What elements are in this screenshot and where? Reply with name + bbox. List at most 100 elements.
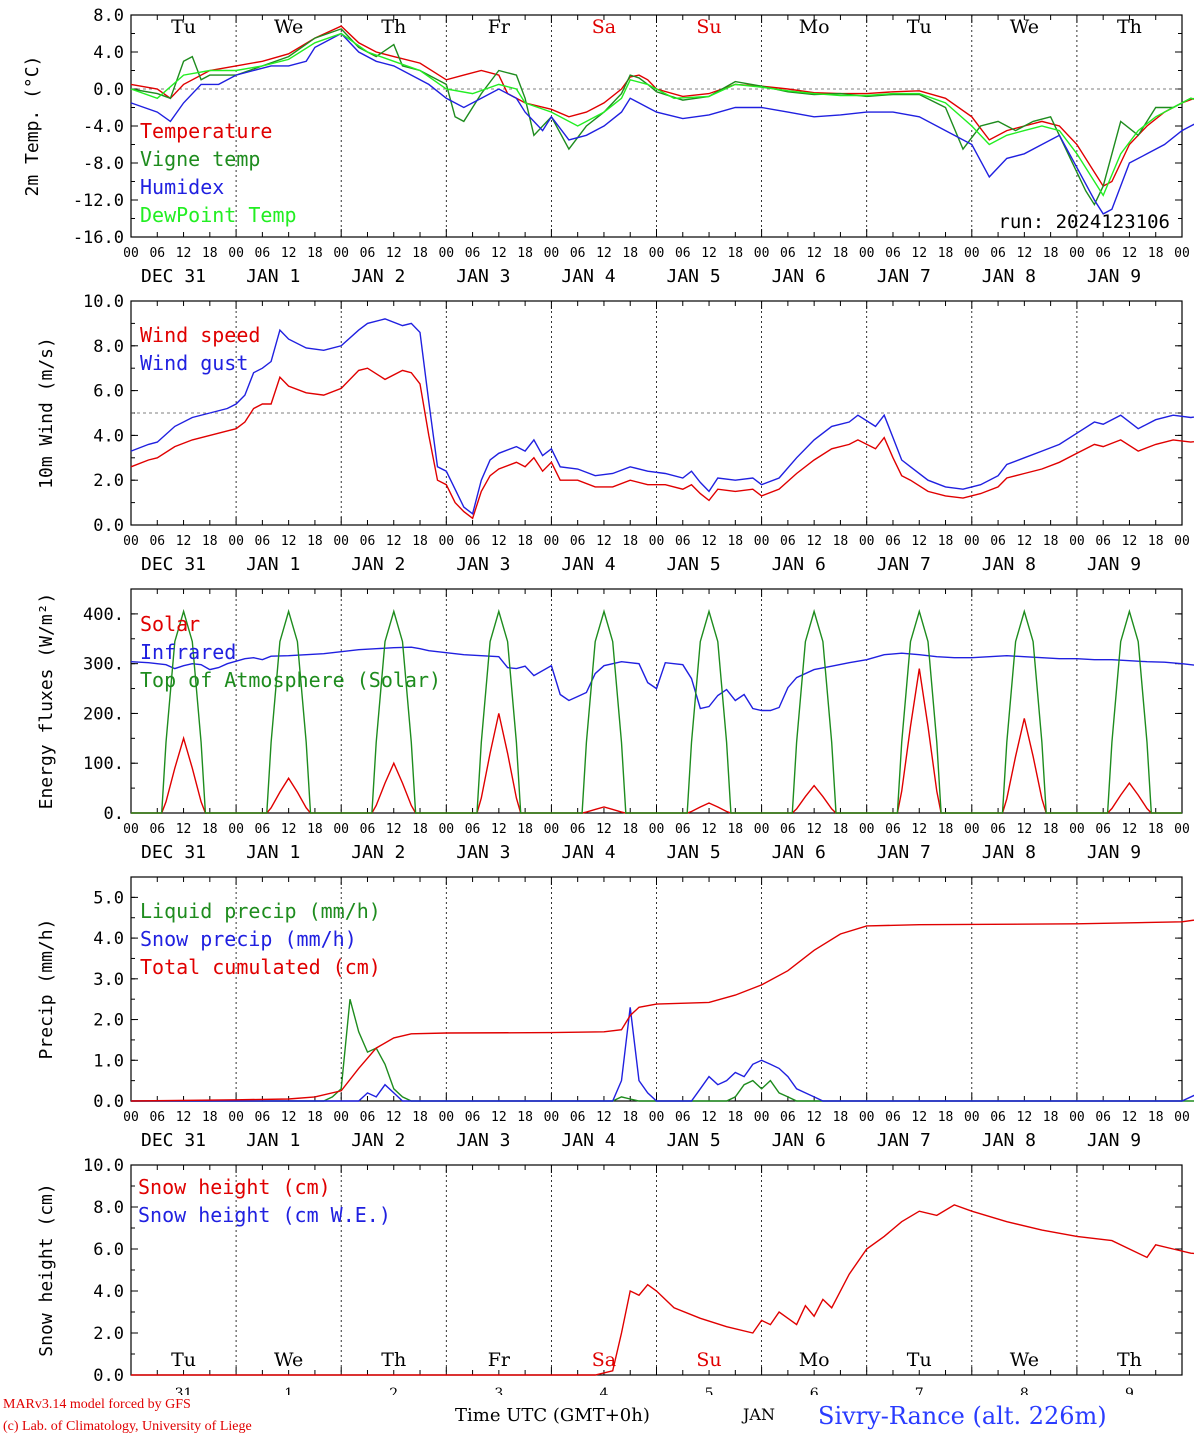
date-label: JAN 4 (561, 1130, 615, 1151)
hour-label: 18 (307, 1110, 323, 1125)
date-label: JAN 3 (456, 1130, 510, 1151)
model-credit: MARv3.14 model forced by GFS (3, 1397, 191, 1412)
hour-label: 00 (859, 1110, 875, 1125)
legend-top-of-atmosphere-solar-: Top of Atmosphere (Solar) (140, 668, 441, 692)
hour-label: 00 (544, 246, 560, 261)
legend-snow-height-cm-: Snow height (cm) (138, 1175, 331, 1199)
y-axis-title: 2m Temp. (°C) (22, 56, 43, 197)
legend-liquid-precip-mm-h-: Liquid precip (mm/h) (140, 899, 381, 923)
hour-label: 18 (938, 534, 954, 549)
hour-label: 00 (228, 534, 244, 549)
hour-label: 06 (885, 246, 901, 261)
hour-label: 12 (176, 822, 192, 837)
y-tick-label: 0. (104, 804, 124, 824)
date-label: JAN 6 (772, 842, 826, 863)
hour-label: 00 (859, 246, 875, 261)
hour-label: 12 (176, 246, 192, 261)
hour-label: 06 (675, 1110, 691, 1125)
series-line-vigne-temp (130, 28, 1194, 207)
day-name: Th (381, 16, 406, 38)
date-label: JAN 3 (456, 554, 510, 575)
hour-label: 18 (938, 246, 954, 261)
day-number: 7 (915, 1386, 924, 1395)
hour-label: 06 (1095, 822, 1111, 837)
hour-label: 00 (544, 1110, 560, 1125)
hour-label: 06 (360, 534, 376, 549)
hour-label: 12 (1122, 822, 1138, 837)
day-name: Tu (171, 1349, 196, 1371)
hour-label: 06 (885, 822, 901, 837)
series-line-humidex (130, 32, 1194, 215)
hour-label: 12 (911, 822, 927, 837)
y-tick-label: 0.0 (93, 1366, 124, 1386)
hour-label: 00 (544, 822, 560, 837)
hour-label: 12 (1122, 1110, 1138, 1125)
legend-humidex: Humidex (140, 175, 224, 199)
hour-label: 00 (1174, 822, 1190, 837)
hour-label: 06 (149, 1110, 165, 1125)
y-tick-label: 1.0 (93, 1051, 124, 1071)
hour-label: 06 (885, 1110, 901, 1125)
date-label: JAN 9 (1087, 266, 1141, 287)
meteogram-chart: 8.0 4.0 0.0 -4.0 -8.0 -12.0 -16.0 2m Temp. (°C)… (22, 6, 1194, 1395)
hour-label: 00 (964, 246, 980, 261)
hour-label: 18 (833, 822, 849, 837)
hour-label: 12 (1017, 1110, 1033, 1125)
hour-label: 06 (780, 822, 796, 837)
hour-label: 00 (1174, 534, 1190, 549)
run-label: run: 2024123106 (998, 211, 1170, 233)
day-name: Fr (488, 1349, 511, 1371)
hour-label: 06 (675, 246, 691, 261)
date-label: JAN 1 (246, 554, 300, 575)
y-tick-label: 400. (83, 605, 124, 625)
date-label: JAN 2 (351, 842, 405, 863)
y-axis-title: Energy fluxes (W/m²) (36, 593, 57, 810)
hour-label: 18 (202, 1110, 218, 1125)
day-number: 1 (284, 1386, 293, 1395)
hour-label: 18 (412, 822, 428, 837)
day-number: 5 (705, 1386, 714, 1395)
date-label: JAN 8 (982, 842, 1036, 863)
hour-label: 00 (123, 246, 139, 261)
day-number: 4 (599, 1386, 608, 1395)
hour-label: 12 (701, 534, 717, 549)
hour-label: 12 (1017, 534, 1033, 549)
date-label: JAN 4 (561, 842, 615, 863)
hour-label: 00 (1069, 246, 1085, 261)
date-label: JAN 2 (351, 1130, 405, 1151)
date-label: JAN 8 (982, 266, 1036, 287)
hour-label: 00 (228, 1110, 244, 1125)
y-tick-label: 4.0 (93, 426, 124, 446)
hour-label: 06 (1095, 1110, 1111, 1125)
hour-label: 06 (255, 534, 271, 549)
day-name: Su (696, 1349, 721, 1371)
hour-label: 00 (1069, 1110, 1085, 1125)
series-line-liquid-precip-mm-h- (131, 999, 1194, 1102)
legend-infrared: Infrared (140, 640, 236, 664)
hour-label: 00 (754, 246, 770, 261)
hour-label: 12 (176, 1110, 192, 1125)
day-name: We (274, 1349, 303, 1371)
hour-label: 12 (386, 1110, 402, 1125)
x-axis-title: Time UTC (GMT+0h) (455, 1405, 650, 1426)
hour-label: 18 (517, 822, 533, 837)
hour-label: 18 (1043, 1110, 1059, 1125)
hour-label: 12 (281, 822, 297, 837)
date-label: DEC 31 (141, 842, 206, 863)
hour-label: 12 (1017, 822, 1033, 837)
hour-label: 18 (517, 1110, 533, 1125)
hour-label: 12 (806, 534, 822, 549)
hour-label: 00 (123, 822, 139, 837)
hour-label: 06 (675, 534, 691, 549)
date-label: JAN 5 (667, 554, 721, 575)
hour-label: 06 (990, 534, 1006, 549)
y-tick-label: 5.0 (93, 888, 124, 908)
hour-label: 18 (1043, 246, 1059, 261)
day-name: Sa (592, 16, 616, 38)
legend-dewpoint-temp: DewPoint Temp (140, 203, 297, 227)
hour-label: 06 (255, 246, 271, 261)
hour-label: 00 (333, 822, 349, 837)
date-label: JAN 3 (456, 266, 510, 287)
hour-label: 18 (202, 822, 218, 837)
series-line-wind-speed (130, 367, 1194, 520)
